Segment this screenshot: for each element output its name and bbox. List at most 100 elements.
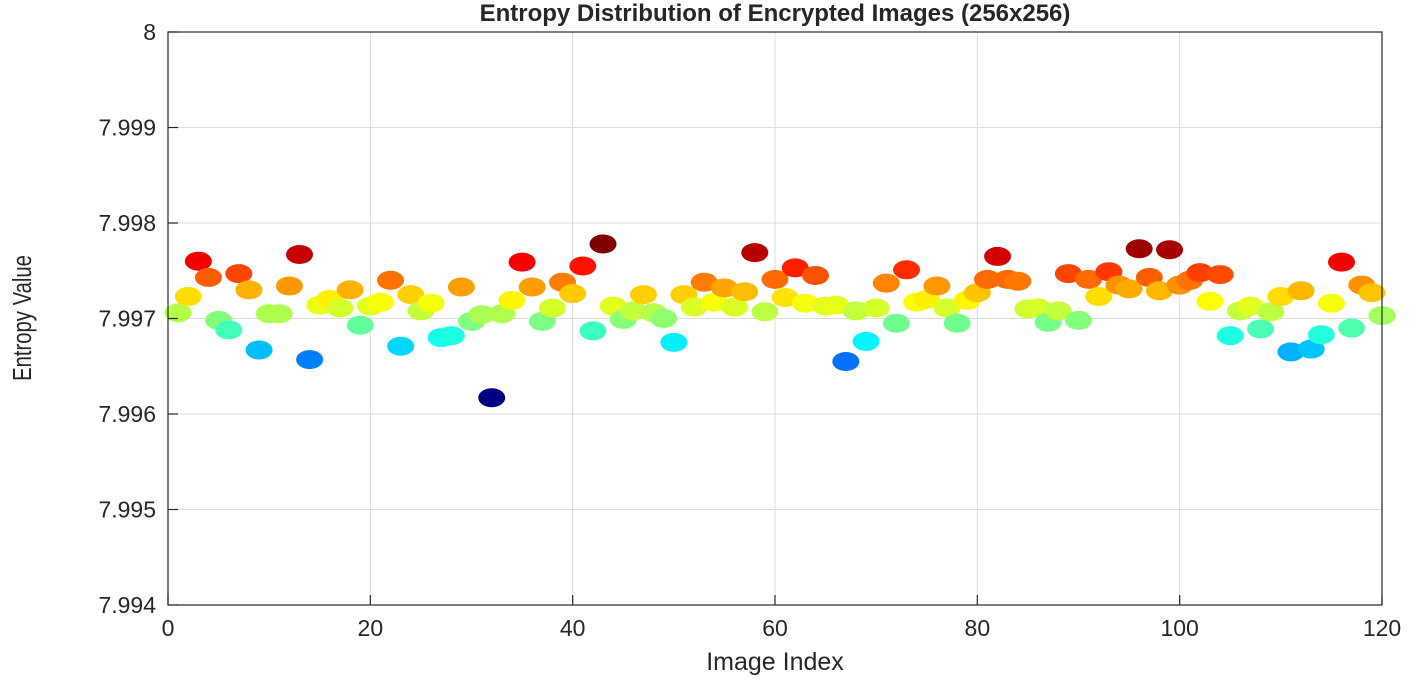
data-point [377,270,405,290]
data-point [1196,291,1224,311]
data-point [286,245,314,265]
data-point [852,331,880,351]
data-point [842,301,870,321]
data-point [1236,296,1264,316]
data-point [569,256,597,276]
data-point [296,350,324,370]
data-point [1358,283,1386,303]
data-point [1186,263,1214,283]
data-point [973,269,1001,289]
data-point [1115,279,1143,299]
data-point [346,315,374,335]
y-tick-label: 7.998 [98,210,156,236]
data-point [184,251,212,271]
data-point [245,340,273,360]
data-point [468,305,496,325]
data-point [731,282,759,302]
data-point [791,293,819,313]
data-point [174,287,202,307]
data-point [518,277,546,297]
data-point [387,336,415,356]
data-point [751,302,779,322]
data-point [619,301,647,321]
data-point [1125,239,1153,259]
data-point [397,285,425,305]
data-point [1206,265,1234,285]
data-point [579,321,607,341]
data-point [741,243,769,263]
y-axis-label: Entropy Value [8,255,37,381]
x-tick-label: 60 [762,615,788,641]
data-point [1054,264,1082,284]
data-point [690,272,718,292]
data-point [1004,271,1032,291]
data-point [882,313,910,333]
data-point [498,290,526,310]
y-tick-label: 7.995 [98,497,156,523]
data-point [822,295,850,315]
data-point [1328,252,1356,272]
data-point [1257,302,1285,322]
data-point [265,304,293,324]
y-tick-label: 7.996 [98,401,156,427]
data-point [589,234,617,254]
data-point [1277,342,1305,362]
data-point [437,326,465,346]
data-points [164,234,1396,408]
data-point [1297,339,1325,359]
chart-title: Entropy Distribution of Encrypted Images… [480,0,1071,27]
data-point [832,351,860,371]
data-point [1317,293,1345,313]
x-tick-label: 40 [560,615,586,641]
data-point [862,298,890,318]
data-point [801,266,829,286]
data-point [1044,301,1072,321]
data-point [275,276,303,296]
data-point [1156,240,1184,260]
data-point [710,278,738,298]
data-point [538,298,566,318]
data-point [933,298,961,318]
x-tick-label: 0 [162,615,175,641]
data-point [478,388,506,408]
data-point [235,280,263,300]
data-point [508,252,536,272]
data-point [194,267,222,287]
x-axis-label: Image Index [706,648,844,676]
y-tick-label: 7.994 [98,592,156,618]
data-point [923,276,951,296]
x-tick-label: 20 [358,615,384,641]
data-point [1287,281,1315,301]
grid [168,32,1382,605]
data-point [164,303,192,323]
y-tick-label: 8 [143,19,156,45]
data-point [660,332,688,352]
data-point [1216,326,1244,346]
x-tick-label: 80 [965,615,991,641]
data-point [761,269,789,289]
data-point [1338,318,1366,338]
data-point [225,264,253,284]
data-point [559,284,587,304]
data-point [417,293,445,313]
data-point [1247,319,1275,339]
data-point [1024,298,1052,318]
data-point [984,246,1012,266]
data-point [1145,281,1173,301]
x-tick-label: 120 [1363,615,1401,641]
x-tick-label: 100 [1160,615,1198,641]
axis-ticks: 0 20 40 60 80 100 120 7.994 7.995 7.996 7.997 7.998… [98,19,1401,641]
data-point [771,287,799,307]
data-point [872,273,900,293]
data-point [1267,287,1295,307]
data-point [1075,269,1103,289]
data-point [893,260,921,280]
data-point [781,258,809,278]
data-point [721,297,749,317]
data-point [943,313,971,333]
y-tick-label: 7.997 [98,306,156,332]
data-point [629,285,657,305]
data-point [447,277,475,297]
data-point [1065,310,1092,330]
data-point [1307,325,1335,345]
